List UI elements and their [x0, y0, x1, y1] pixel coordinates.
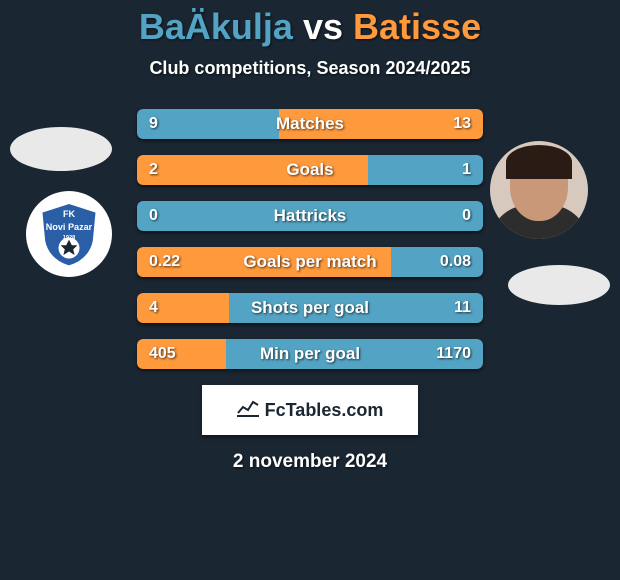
comparison-title: BaÄkulja vs Batisse: [0, 0, 620, 48]
stat-label: Hattricks: [137, 201, 483, 231]
comparison-stage: FK Novi Pazar 1928 9Matches13 2Goals1 0Hat…: [0, 109, 620, 473]
player1-club-badge: FK Novi Pazar 1928: [26, 191, 112, 277]
stat-row: 0Hattricks0: [137, 201, 483, 231]
stat-row: 9Matches13: [137, 109, 483, 139]
stat-value-right: 0.08: [440, 247, 471, 277]
date-text: 2 november 2024: [0, 451, 620, 473]
stat-value-right: 1: [462, 155, 471, 185]
stat-value-right: 13: [453, 109, 471, 139]
club-mid-label: Novi Pazar: [46, 222, 93, 232]
stat-row: 405Min per goal1170: [137, 339, 483, 369]
subtitle: Club competitions, Season 2024/2025: [0, 58, 620, 79]
stat-label: Min per goal: [137, 339, 483, 369]
club-year: 1928: [63, 235, 75, 241]
player1-name: BaÄkulja: [139, 6, 293, 47]
stat-row: 4Shots per goal11: [137, 293, 483, 323]
stat-bars: 9Matches13 2Goals1 0Hattricks0 0.22Goals pe…: [137, 109, 483, 369]
chart-icon: [237, 399, 259, 422]
stat-label: Goals per match: [137, 247, 483, 277]
player1-avatar-placeholder: [10, 127, 112, 171]
stat-row: 2Goals1: [137, 155, 483, 185]
club-top-label: FK: [63, 209, 76, 219]
player2-avatar: [490, 141, 588, 239]
player2-name: Batisse: [353, 6, 481, 47]
player2-club-placeholder: [508, 265, 610, 305]
vs-text: vs: [303, 6, 343, 47]
stat-label: Matches: [137, 109, 483, 139]
branding-text: FcTables.com: [265, 400, 384, 421]
stat-value-right: 11: [454, 293, 471, 323]
branding-badge: FcTables.com: [202, 385, 418, 435]
stat-label: Goals: [137, 155, 483, 185]
stat-label: Shots per goal: [137, 293, 483, 323]
stat-value-right: 0: [462, 201, 471, 231]
stat-row: 0.22Goals per match0.08: [137, 247, 483, 277]
club-shield-icon: FK Novi Pazar 1928: [34, 199, 104, 269]
stat-value-right: 1170: [436, 339, 471, 369]
